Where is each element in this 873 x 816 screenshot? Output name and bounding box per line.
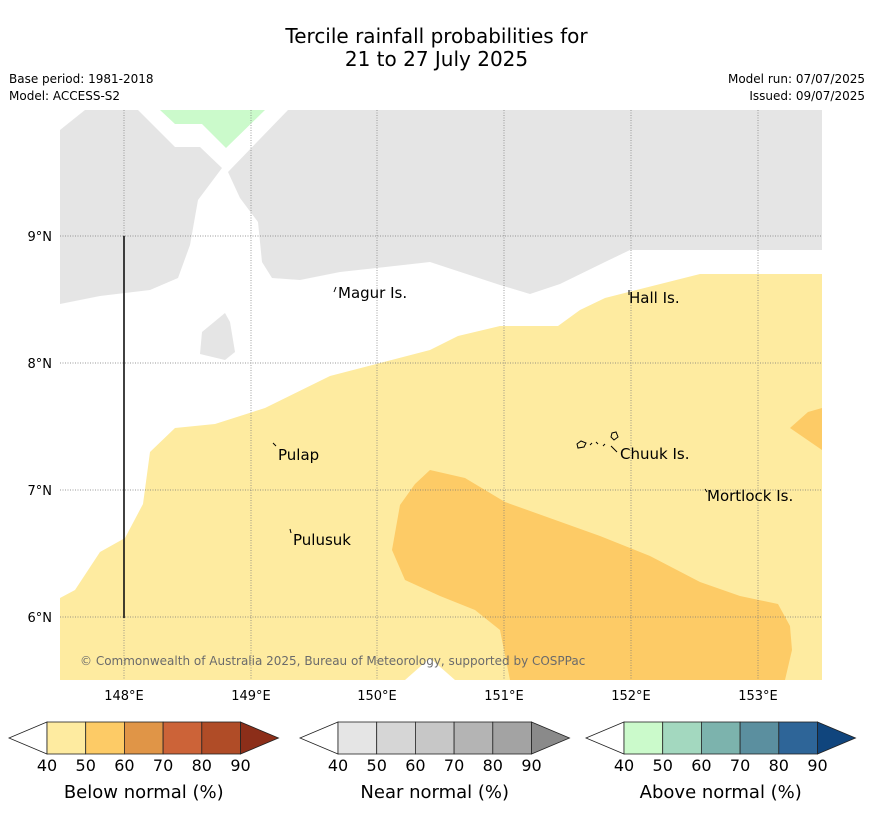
- lat-label-7n: 7°N: [28, 484, 53, 499]
- below-colorbar-segment: [46, 721, 87, 755]
- map-title-line1: Tercile rainfall probabilities for: [285, 24, 588, 48]
- copyright-text: © Commonwealth of Australia 2025, Bureau…: [80, 654, 585, 668]
- below-colorbar-min-arrow: [7, 721, 48, 755]
- above-normal-colorbar: 40 50 60 70 80 90 Above normal (%): [584, 721, 857, 803]
- above-colorbar-tick-label: 50: [653, 756, 673, 775]
- legends: 40 50 60 70 80 90 Below normal (%) 40 50 60 70 80 90…: [7, 721, 857, 803]
- near-colorbar-tick-label: 90: [521, 756, 541, 775]
- island-mortlock-mark: [704, 488, 708, 493]
- grey-region-northwest: [60, 110, 222, 304]
- latitude-labels: 9°N 8°N 7°N 6°N: [28, 230, 53, 626]
- below-colorbar-tick-label: 70: [153, 756, 173, 775]
- lon-label-152e: 152°E: [611, 689, 651, 704]
- below-colorbar-segment: [201, 721, 241, 755]
- near-colorbar-tick-label: 50: [367, 756, 387, 775]
- below-normal-colorbar: 40 50 60 70 80 90 Below normal (%): [7, 721, 280, 803]
- below-colorbar-tick-label: 60: [114, 756, 134, 775]
- grey-region-north: [228, 110, 822, 294]
- near-colorbar-tick-label: 40: [328, 756, 348, 775]
- map-panel: Magur Is. Hall Is. Pulap Chuuk Is. Mortl…: [60, 110, 822, 680]
- lat-label-8n: 8°N: [28, 357, 53, 372]
- near-colorbar-segment: [414, 721, 455, 755]
- below-colorbar-tick-label: 50: [76, 756, 96, 775]
- below-colorbar-segment: [85, 721, 125, 755]
- near-colorbar-tick-label: 60: [405, 756, 425, 775]
- island-chuuk-mark: [576, 431, 619, 453]
- below-colorbar-title: Below normal (%): [64, 782, 224, 803]
- above-colorbar-segment: [662, 721, 702, 755]
- above-colorbar-segment: [739, 721, 780, 755]
- near-colorbar-min-arrow: [298, 721, 339, 755]
- above-colorbar-tick-label: 70: [730, 756, 750, 775]
- lon-label-149e: 149°E: [231, 689, 271, 704]
- model-text: Model: ACCESS-S2: [9, 89, 121, 103]
- island-pulusuk-mark: [289, 528, 292, 534]
- base-period-text: Base period: 1981-2018: [9, 72, 154, 86]
- meta-left: Base period: 1981-2018 Model: ACCESS-S2: [9, 71, 154, 105]
- lon-label-153e: 153°E: [738, 689, 778, 704]
- map-title-line2: 21 to 27 July 2025: [344, 47, 529, 71]
- above-colorbar-title: Above normal (%): [640, 782, 802, 803]
- above-colorbar-segment: [701, 721, 741, 755]
- lon-label-151e: 151°E: [484, 689, 524, 704]
- above-colorbar-segment: [623, 721, 664, 755]
- near-colorbar-segment: [376, 721, 416, 755]
- near-colorbar-segment: [492, 721, 532, 755]
- lon-label-150e: 150°E: [357, 689, 397, 704]
- near-colorbar-tick-label: 70: [444, 756, 464, 775]
- lat-label-6n: 6°N: [28, 611, 53, 626]
- place-label-hall: Hall Is.: [629, 289, 680, 307]
- lon-label-148e: 148°E: [104, 689, 144, 704]
- near-colorbar-segment: [453, 721, 494, 755]
- above-colorbar-tick-label: 40: [614, 756, 634, 775]
- place-label-magur: Magur Is.: [338, 284, 407, 302]
- above-normal-region: [160, 110, 265, 148]
- above-colorbar-tick-label: 60: [691, 756, 711, 775]
- island-pulap-mark: [272, 442, 277, 447]
- below-normal-60-region: [392, 470, 792, 680]
- place-label-chuuk: Chuuk Is.: [620, 445, 689, 463]
- near-colorbar-segment: [337, 721, 378, 755]
- longitude-labels: 148°E 149°E 150°E 151°E 152°E 153°E: [104, 689, 778, 704]
- place-label-mortlock: Mortlock Is.: [707, 487, 793, 505]
- above-colorbar-tick-label: 90: [807, 756, 827, 775]
- place-label-pulap: Pulap: [278, 446, 319, 464]
- below-normal-60-edge-region: [790, 408, 822, 450]
- below-colorbar-segment: [124, 721, 164, 755]
- place-label-pulusuk: Pulusuk: [293, 531, 351, 549]
- bottom-gap-region: [405, 658, 455, 680]
- below-colorbar-tick-label: 90: [230, 756, 250, 775]
- near-colorbar-title: Near normal (%): [360, 782, 509, 803]
- near-colorbar-max-arrow: [531, 721, 571, 755]
- below-colorbar-tick-label: 80: [192, 756, 212, 775]
- below-colorbar-max-arrow: [240, 721, 280, 755]
- near-colorbar-tick-label: 80: [483, 756, 503, 775]
- grey-region-islet: [200, 313, 235, 360]
- place-labels: Magur Is. Hall Is. Pulap Chuuk Is. Mortl…: [278, 284, 793, 549]
- above-colorbar-tick-label: 80: [769, 756, 789, 775]
- below-colorbar-tick-label: 40: [37, 756, 57, 775]
- meta-right: Model run: 07/07/2025 Issued: 09/07/2025: [728, 71, 865, 105]
- above-colorbar-segment: [778, 721, 818, 755]
- above-colorbar-min-arrow: [584, 721, 625, 755]
- below-colorbar-segment: [162, 721, 203, 755]
- island-marks: [272, 286, 708, 534]
- issued-text: Issued: 09/07/2025: [749, 89, 865, 103]
- model-run-text: Model run: 07/07/2025: [727, 72, 865, 86]
- above-colorbar-max-arrow: [817, 721, 857, 755]
- near-normal-colorbar: 40 50 60 70 80 90 Near normal (%): [298, 721, 571, 803]
- island-magur-mark: [333, 286, 337, 293]
- lat-label-9n: 9°N: [28, 230, 53, 245]
